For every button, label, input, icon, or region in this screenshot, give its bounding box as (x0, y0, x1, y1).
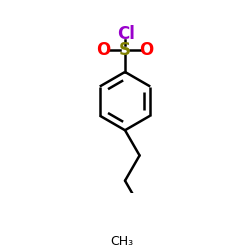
Text: O: O (96, 42, 111, 60)
Text: Cl: Cl (118, 24, 136, 42)
Text: O: O (139, 42, 154, 60)
Text: CH₃: CH₃ (110, 236, 134, 248)
Text: S: S (119, 42, 131, 60)
